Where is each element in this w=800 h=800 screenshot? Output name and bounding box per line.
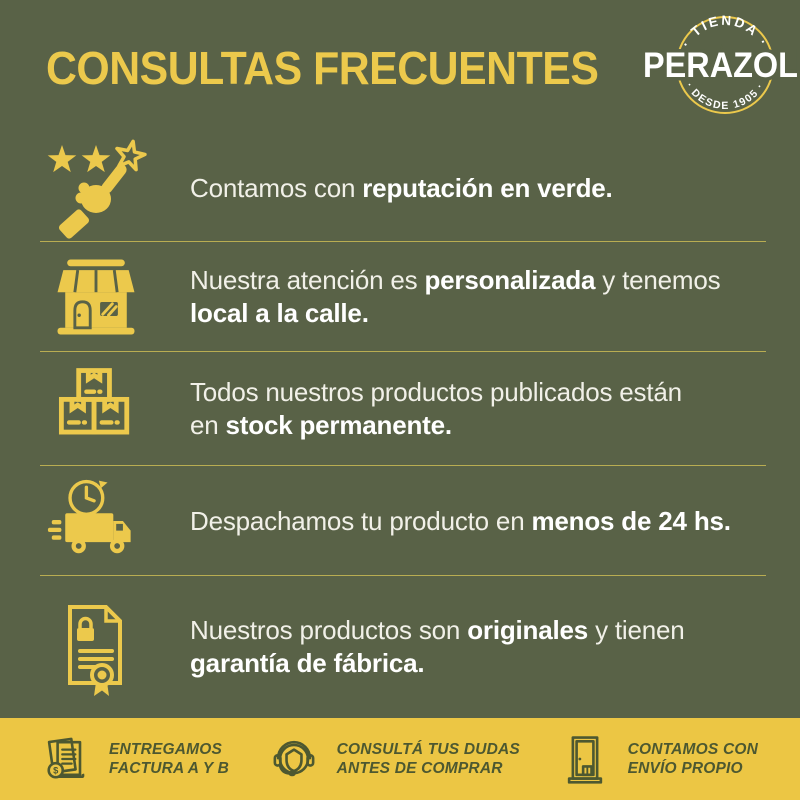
footer-item-delivery: CONTAMOS CON ENVÍO PROPIO [557,731,758,787]
logo-name: PERAZOLI [643,46,800,85]
footer-label-line: ANTES DE COMPRAR [336,760,503,777]
headset-support-icon [273,740,315,777]
svg-text:· DESDE 1905 ·: · DESDE 1905 · [683,81,767,113]
footer-label-line: CONSULTÁ TUS DUDAS [336,741,520,758]
svg-text:$: $ [53,766,59,776]
info-row-text: Nuestra atención es personalizada y tene… [190,265,721,328]
footer-label-line: ENVÍO PROPIO [627,760,743,777]
header: CONSULTAS FRECUENTES · TIENDA · PERAZOLI… [0,0,800,135]
info-row-warranty: Nuestros productos son originales y tien… [0,576,800,718]
storefront-icon [57,259,135,335]
logo-arc-bottom: · DESDE 1905 · [683,81,765,113]
info-row-text: Nuestros productos son originales y tien… [190,615,685,678]
info-row-text: Todos nuestros productos publicados está… [190,377,682,440]
door-delivery-icon [567,736,602,784]
invoice-icon: $ [47,737,85,779]
info-row-text: Contamos con reputación en verde. [190,173,613,203]
footer-item-invoice: $ ENTREGAMOS FACTURA A Y B [38,731,229,787]
footer-label-line: FACTURA A Y B [109,760,230,777]
footer-bar: $ ENTREGAMOS FACTURA A Y B CON [0,718,800,800]
perazoli-badge-icon: · TIENDA · PERAZOLI · DESDE 1905 · [639,13,800,114]
logo-arc-top: · TIENDA · [678,13,769,50]
warranty-certificate-icon [68,605,122,696]
page-title: CONSULTAS FRECUENTES [46,41,599,94]
info-row-store: Nuestra atención es personalizada y tene… [0,242,800,352]
svg-text:· TIENDA ·: · TIENDA · [678,13,772,50]
stock-boxes-icon [58,368,130,435]
info-row-text: Despachamos tu producto en menos de 24 h… [190,505,731,536]
delivery-truck-icon [47,479,131,554]
info-row-stock: Todos nuestros productos publicados está… [0,352,800,466]
info-row-shipping: Despachamos tu producto en menos de 24 h… [0,466,800,576]
info-row-reputation: Contamos con reputación en verde. [0,135,800,242]
brand-logo: · TIENDA · PERAZOLI · DESDE 1905 · [639,3,800,132]
footer-item-support: CONSULTÁ TUS DUDAS ANTES DE COMPRAR [266,731,520,787]
footer-label-line: CONTAMOS CON [627,741,758,758]
footer-label-line: ENTREGAMOS [109,741,223,758]
rating-stars-hand-icon [47,139,147,241]
